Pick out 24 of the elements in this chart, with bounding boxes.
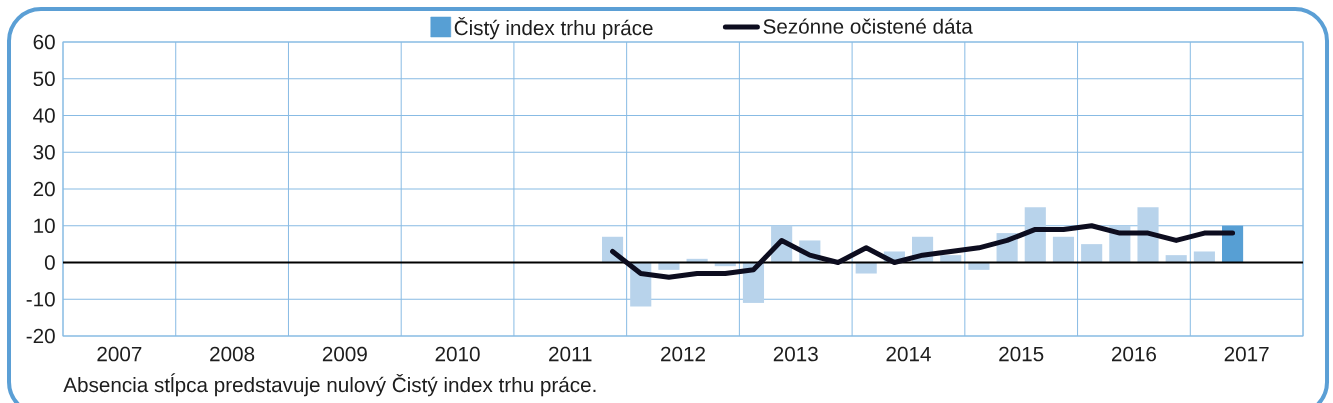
x-tick-label: 2015 bbox=[999, 346, 1044, 362]
bar bbox=[1052, 236, 1075, 263]
y-tick-label: 40 bbox=[33, 108, 55, 123]
x-tick-label: 2008 bbox=[210, 346, 255, 362]
x-tick-label: 2013 bbox=[773, 346, 818, 362]
x-tick-label: 2016 bbox=[1111, 346, 1156, 362]
x-tick-label: 2011 bbox=[549, 346, 592, 362]
y-tick-label: 20 bbox=[33, 181, 55, 197]
y-tick-label: 50 bbox=[33, 71, 55, 87]
y-tick-label: -10 bbox=[26, 291, 55, 307]
legend-label: Čistý index trhu práce bbox=[454, 16, 653, 40]
legend-label: Sezónne očistené dáta bbox=[763, 18, 973, 34]
x-tick-label: 2009 bbox=[322, 346, 367, 362]
y-tick-label: 60 bbox=[33, 34, 55, 50]
x-tick-label: 2010 bbox=[435, 346, 480, 362]
y-tick-label: 10 bbox=[34, 218, 55, 234]
y-tick-label: 0 bbox=[44, 255, 55, 270]
x-tick-label: 2007 bbox=[97, 346, 142, 362]
x-tick-label: 2014 bbox=[886, 346, 931, 362]
x-tick-label: 2017 bbox=[1224, 346, 1269, 362]
y-tick-label: -20 bbox=[26, 328, 55, 344]
x-tick-label: 2012 bbox=[661, 346, 705, 362]
y-tick-label: 30 bbox=[33, 144, 55, 160]
text: Absencia stĺpca predstavuje nulový Čistý index trhu práce. bbox=[63, 373, 596, 397]
